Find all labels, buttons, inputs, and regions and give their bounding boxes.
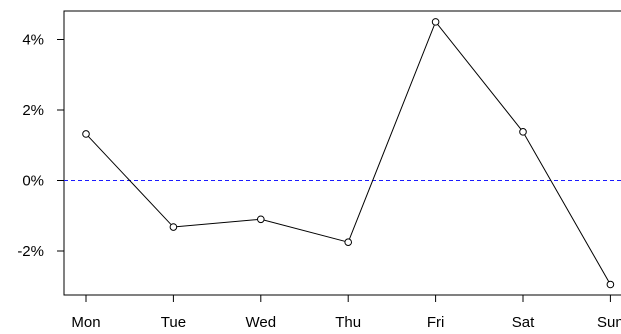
y-tick-label: 0% [22,173,44,190]
data-points [82,18,615,289]
data-point-thu [344,238,353,246]
data-point-wed [257,215,265,224]
y-axis: -2% 0% 2% 4% [17,32,65,260]
y-tick-label: 2% [22,102,44,119]
plot-frame [63,10,621,296]
y-tick-label: 4% [22,32,44,49]
data-point-sun [606,280,615,289]
x-tick-label: Sun [597,314,621,331]
x-tick-label: Fri [427,314,445,331]
data-point-tue [169,223,178,231]
x-tick-label: Tue [161,314,186,331]
data-point-fri [431,18,440,26]
x-tick-label: Thu [335,314,361,331]
x-tick-label: Wed [246,314,277,331]
y-tick-label: -2% [17,243,44,260]
x-axis: Mon Tue Wed Thu Fri Sat Sun [71,294,621,331]
data-point-mon [82,130,90,138]
x-tick-label: Sat [512,314,535,331]
data-point-sat [519,128,527,136]
x-tick-label: Mon [71,314,100,331]
